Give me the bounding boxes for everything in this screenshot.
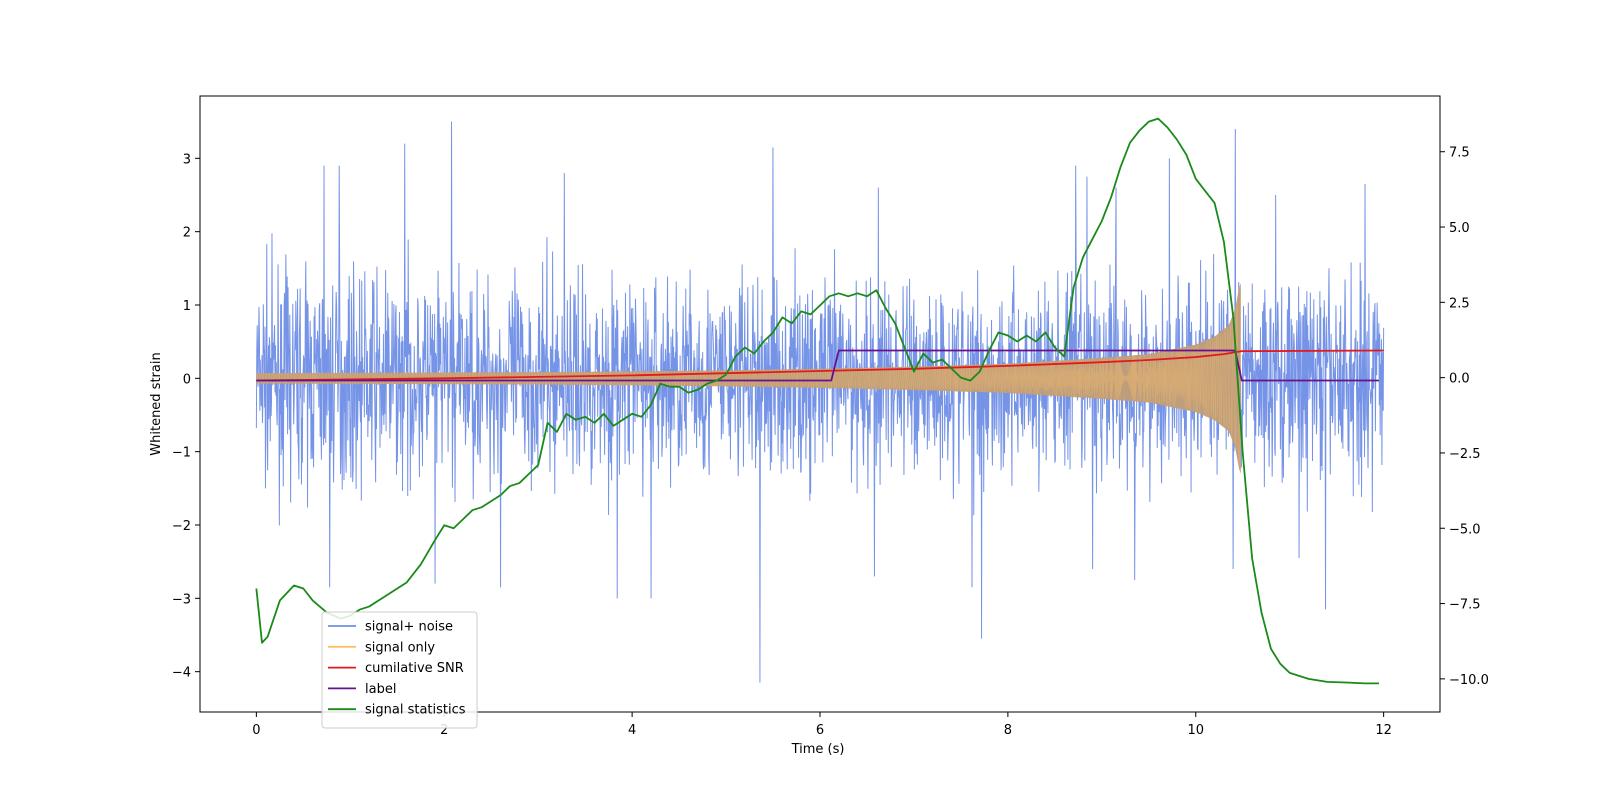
x-tick-label: 12 [1375,723,1392,738]
y2-tick-label: 7.5 [1449,146,1470,161]
legend-box [321,611,478,729]
x-tick-label: 4 [628,723,636,738]
y2-tick-label: 5.0 [1449,221,1470,236]
legend-entry-label: signal+ noise [365,620,453,635]
y2-tick-label: −7.5 [1449,598,1481,613]
legend-entry-label: signal only [365,640,435,655]
legend-entry-label: label [365,682,396,697]
y-axis-left: 3 2 1 0 −1 −2 −3 −4 [172,152,200,681]
y-tick-label: −2 [172,519,191,534]
y-tick-label: −3 [172,592,191,607]
y-axis-right: 7.5 5.0 2.5 0.0 −2.5 −5.0 −7.5 −10.0 [1440,146,1489,688]
x-tick-label: 2 [440,723,448,738]
y2-tick-label: −5.0 [1449,522,1481,537]
y-tick-label: −4 [172,666,191,681]
y-axis-label: Whitened strain [149,352,164,455]
legend: signal+ noise signal only cumilative SNR la… [321,611,478,729]
y2-tick-label: 0.0 [1449,372,1470,387]
y-tick-label: 0 [183,372,191,387]
series-signal-statistics-line [255,117,1379,685]
y2-tick-label: −10.0 [1449,673,1489,688]
x-axis-label: Time (s) [791,742,845,757]
y-tick-label: 2 [183,226,191,241]
x-axis: 0 2 4 6 8 10 12 [252,712,1392,738]
y-tick-label: 1 [183,299,191,314]
x-tick-label: 0 [252,723,260,738]
x-tick-label: 8 [1004,723,1012,738]
series-label-line [256,349,1379,382]
plot-series-layer [255,117,1385,685]
x-tick-label: 10 [1187,723,1204,738]
series-cumulative-snr-line [256,349,1384,382]
series-signal-only-envelope [256,283,1241,474]
y-tick-label: −1 [172,446,191,461]
legend-entry-label: cumilative SNR [365,661,464,676]
y2-tick-label: −2.5 [1449,447,1481,462]
y-tick-label: 3 [183,152,191,167]
y2-tick-label: 2.5 [1449,296,1470,311]
x-tick-label: 6 [816,723,824,738]
legend-entry-label: signal statistics [365,703,466,718]
